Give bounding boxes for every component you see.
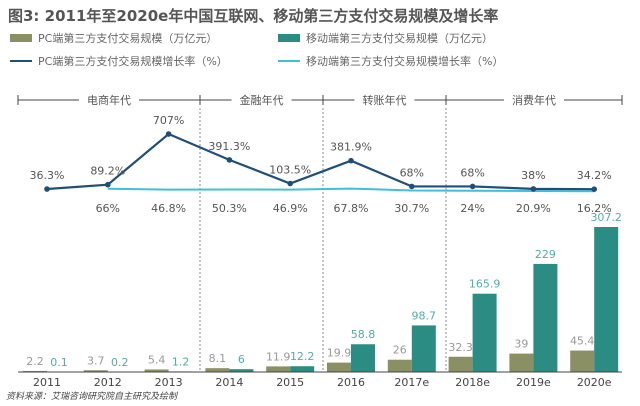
legend-mobile-line: 移动端第三方支付交易规模增长率（%） xyxy=(278,53,503,69)
point-pc-growth xyxy=(530,186,537,192)
bar-pc xyxy=(23,370,47,372)
bar-pc xyxy=(509,353,534,372)
bar-mobile xyxy=(411,325,436,372)
bar-mobile-label: 58.8 xyxy=(351,328,376,341)
era-label-bg xyxy=(231,92,292,108)
mobile-growth-label: 20.9% xyxy=(516,202,551,215)
chart-title: 图3: 2011年至2020e年中国互联网、移动第三方支付交易规模及增长率 xyxy=(8,7,499,25)
x-tick-label: 2016 xyxy=(337,376,365,389)
bar-pc-label: 2.2 xyxy=(26,355,44,368)
era-label: 金融年代 xyxy=(240,93,284,107)
x-tick-label: 2012 xyxy=(94,376,122,389)
bar-pc xyxy=(327,362,351,372)
x-tick-label: 2018e xyxy=(455,376,490,389)
era-label-bg xyxy=(354,92,415,108)
era-label: 消费年代 xyxy=(512,93,556,107)
pc-growth-label: 34.2% xyxy=(577,169,612,182)
bar-mobile-label: 307.2 xyxy=(590,211,622,224)
pc-growth-label: 68% xyxy=(400,166,424,179)
bar-pc-label: 32.3 xyxy=(448,341,473,354)
bar-mobile-label: 1.2 xyxy=(172,355,190,368)
mobile-growth-label: 46.8% xyxy=(151,202,186,215)
pc-growth-label: 707% xyxy=(153,114,184,127)
point-pc-growth xyxy=(287,180,294,187)
bar-pc xyxy=(570,350,595,372)
bar-mobile-label: 229 xyxy=(535,248,556,261)
bar-pc-label: 8.1 xyxy=(209,352,227,365)
bar-pc-label: 26 xyxy=(393,344,407,357)
bar-pc xyxy=(266,366,291,372)
legend-pc-bar: PC端第三方支付交易规模（万亿元） xyxy=(10,30,217,46)
mobile-growth-label: 46.9% xyxy=(273,202,308,215)
x-tick-label: 2017e xyxy=(394,376,429,389)
bar-mobile xyxy=(290,366,315,372)
bar-pc-label: 3.7 xyxy=(87,354,105,367)
bar-pc xyxy=(387,359,412,372)
bar-mobile-label: 12.2 xyxy=(290,350,315,363)
pc-growth-label: 36.3% xyxy=(30,169,65,182)
line-pc-growth xyxy=(46,132,595,191)
point-pc-growth xyxy=(105,181,111,188)
point-pc-growth xyxy=(469,183,476,190)
pc-growth-label: 381.9% xyxy=(330,141,372,154)
x-tick-label: 2014 xyxy=(215,376,243,389)
mobile-growth-label: 30.7% xyxy=(394,202,429,215)
bar-pc xyxy=(448,356,473,372)
bar-pc-label: 5.4 xyxy=(148,353,166,366)
bar-mobile xyxy=(229,369,254,372)
bar-mobile xyxy=(533,263,558,372)
point-pc-growth xyxy=(409,183,415,190)
bar-mobile-label: 98.7 xyxy=(412,309,437,322)
pc-growth-label: 38% xyxy=(521,169,545,182)
bar-pc xyxy=(144,369,169,372)
pc-growth-label: 89.2% xyxy=(90,165,125,178)
bar-pc xyxy=(205,368,230,372)
era-label: 转账年代 xyxy=(363,93,407,107)
mobile-growth-label: 24% xyxy=(460,202,484,215)
legend-mobile-bar: 移动端第三方支付交易规模（万亿元） xyxy=(278,30,493,46)
point-pc-growth xyxy=(591,186,597,192)
source-note: 资料来源：艾瑞咨询研究院自主研究及绘制 xyxy=(6,392,178,402)
bar-pc xyxy=(83,370,108,372)
bar-mobile-label: 6 xyxy=(238,353,245,366)
legend-pc-line: PC端第三方支付交易规模增长率（%） xyxy=(10,53,228,69)
bar-pc-label: 39 xyxy=(514,338,528,351)
pc-growth-label: 68% xyxy=(460,166,484,179)
point-pc-growth xyxy=(44,186,50,192)
pc-growth-label: 391.3% xyxy=(208,140,250,153)
mobile-growth-label: 16.2% xyxy=(577,202,612,215)
pc-growth-label: 103.5% xyxy=(269,164,311,177)
era-label-bg xyxy=(79,92,139,108)
mobile-growth-label: 67.8% xyxy=(334,202,369,215)
bar-pc-label: 11.9 xyxy=(266,350,291,363)
era-label: 电商年代 xyxy=(87,93,131,107)
bar-mobile-label: 0.2 xyxy=(111,356,129,369)
x-tick-label: 2020e xyxy=(577,376,612,389)
bar-mobile xyxy=(594,227,619,372)
x-tick-label: 2013 xyxy=(155,376,183,389)
x-tick-label: 2011 xyxy=(33,376,61,389)
bar-mobile xyxy=(472,293,497,372)
era-label-bg xyxy=(504,92,564,108)
x-tick-label: 2015 xyxy=(276,376,304,389)
bar-mobile xyxy=(351,344,375,372)
point-pc-growth xyxy=(165,131,172,137)
bar-pc-label: 19.9 xyxy=(327,347,352,360)
mobile-growth-label: 50.3% xyxy=(212,202,247,215)
bar-mobile-label: 0.1 xyxy=(50,356,68,369)
bar-mobile-label: 165.9 xyxy=(469,278,501,291)
line-mobile-growth xyxy=(107,187,595,193)
bar-pc-label: 45.4 xyxy=(570,335,595,348)
point-pc-growth xyxy=(226,157,233,163)
mobile-growth-label: 66% xyxy=(96,202,120,215)
x-tick-label: 2019e xyxy=(516,376,551,389)
point-pc-growth xyxy=(348,157,354,164)
